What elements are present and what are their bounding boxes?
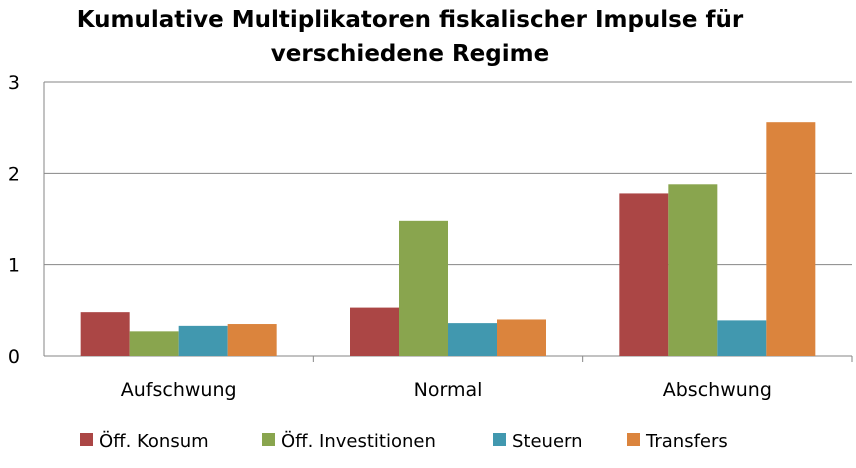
bar [766,122,816,356]
bar [448,323,497,356]
legend-swatch [627,433,640,446]
bar [717,320,767,356]
bar [497,319,546,356]
legend-swatch [262,433,275,446]
bars [80,122,816,356]
bar [80,312,130,356]
legend-label: Transfers [645,431,728,452]
bar [668,184,718,356]
bar [619,193,669,356]
category-label: Normal [414,379,483,401]
y-tick-labels: 0 1 2 3 [8,72,20,368]
legend-swatch [80,433,93,446]
legend-label: Öff. Investitionen [281,430,436,452]
category-labels: Aufschwung Normal Abschwung [121,379,772,401]
bar [227,324,277,356]
chart-title: Kumulative Multiplikatoren fiskalischer … [76,7,744,67]
legend-label: Öff. Konsum [99,430,209,452]
y-tick-label: 2 [8,163,20,185]
bar [129,331,179,356]
category-label: Aufschwung [121,379,237,401]
legend-swatch [493,433,506,446]
category-label: Abschwung [663,379,772,401]
bar [350,307,399,356]
bar [178,325,228,356]
y-tick-label: 1 [8,255,20,277]
y-tick-label: 3 [8,72,20,94]
y-tick-label: 0 [8,346,20,368]
bar [399,220,448,356]
legend: Öff. Konsum Öff. Investitionen Steuern Tran… [80,430,728,452]
legend-label: Steuern [512,431,583,452]
